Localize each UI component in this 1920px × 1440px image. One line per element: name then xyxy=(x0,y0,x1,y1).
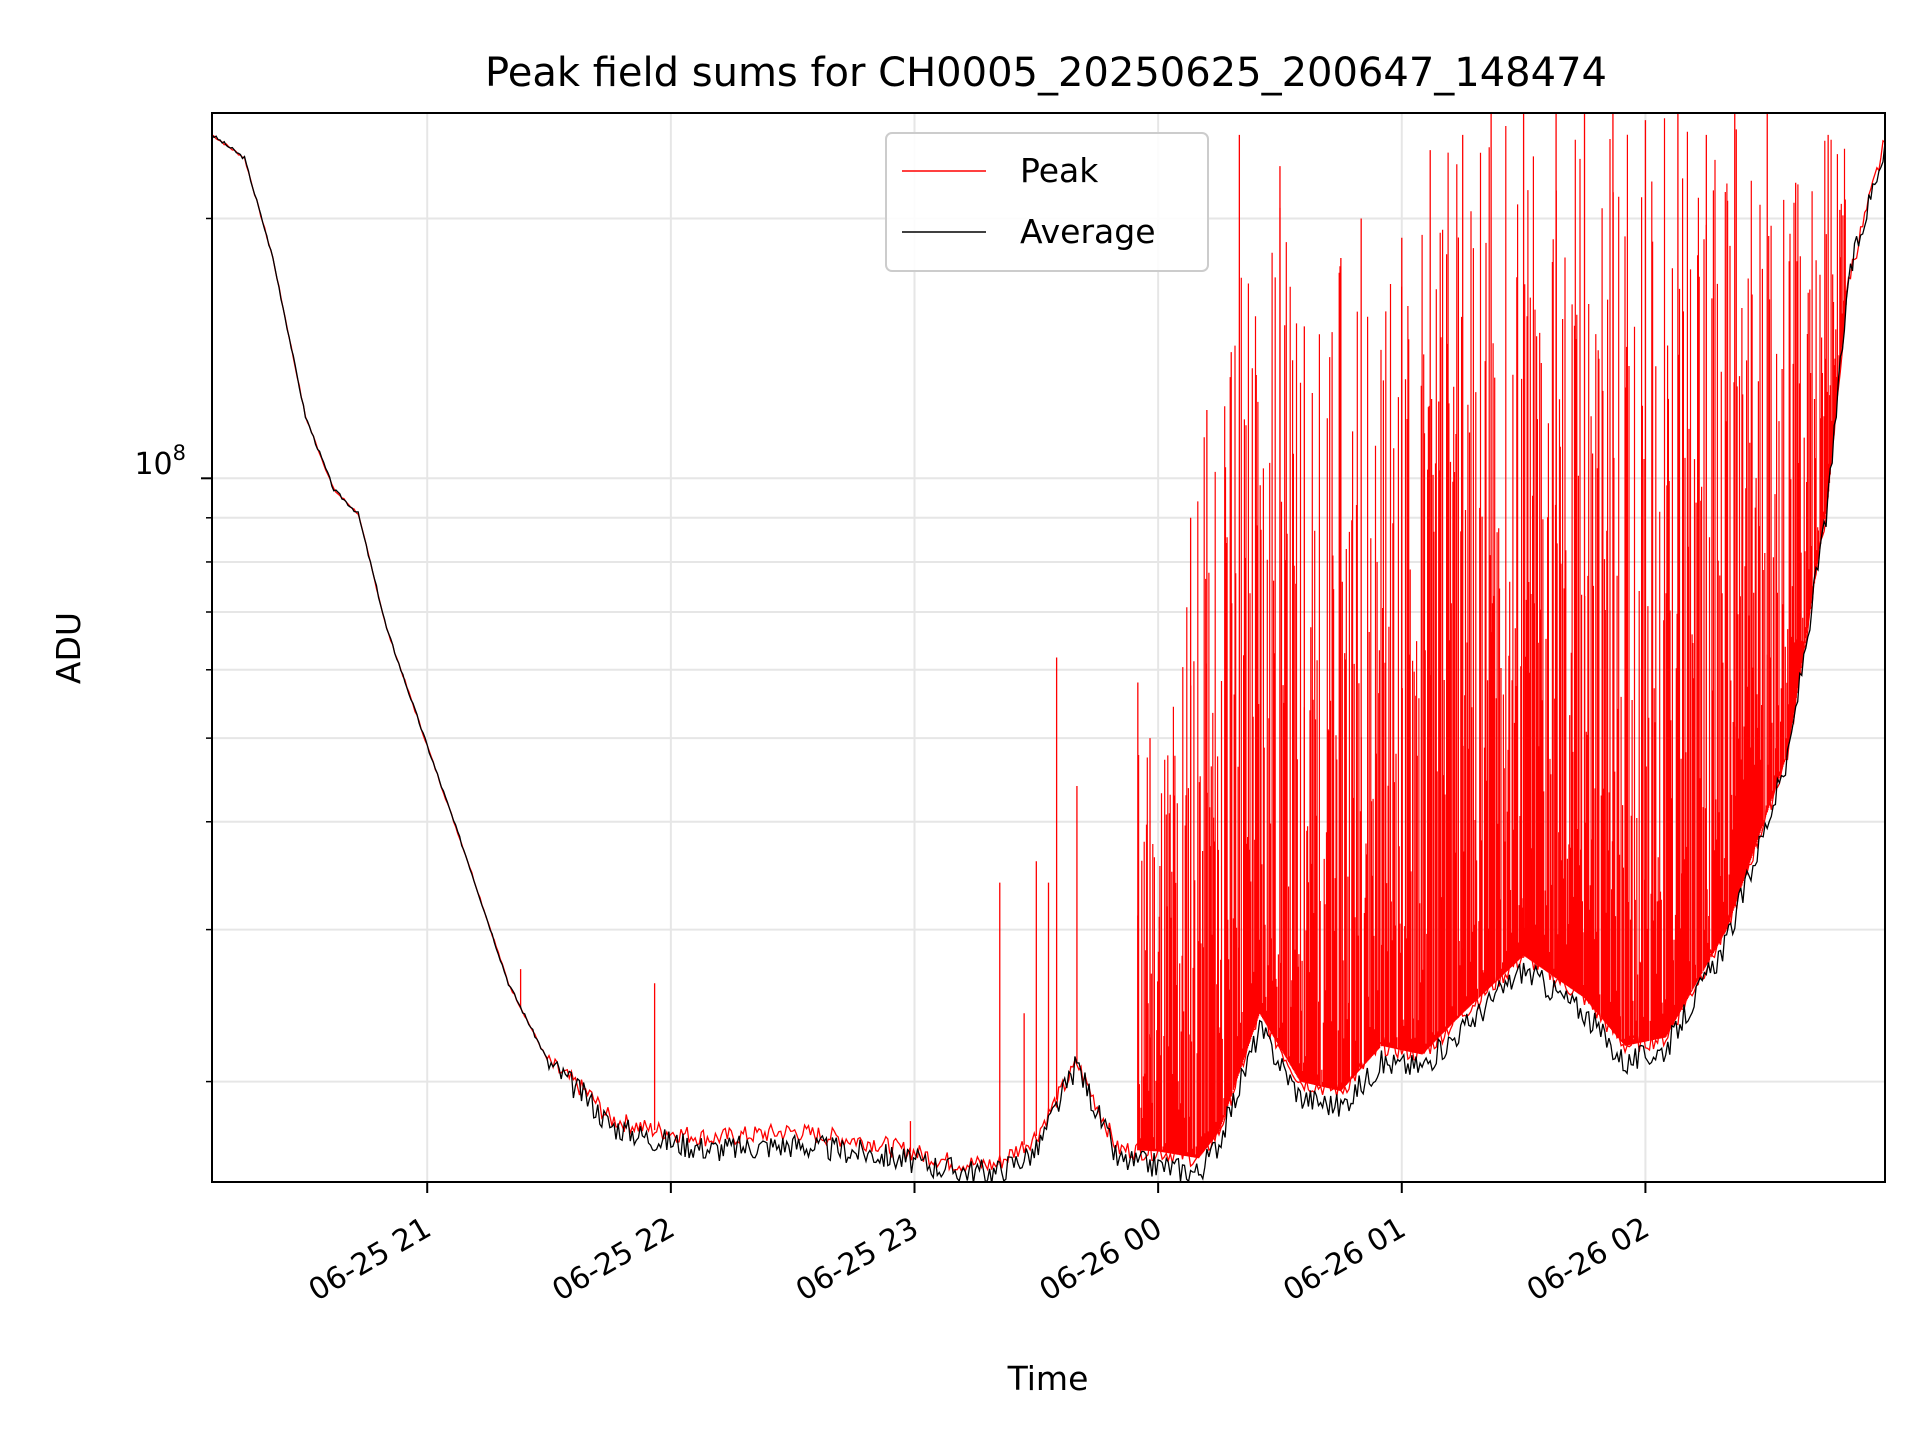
y-axis-label: ADU xyxy=(49,612,88,684)
x-axis-label: Time xyxy=(1007,1359,1089,1398)
legend-label-peak: Peak xyxy=(1020,151,1099,190)
chart-title: Peak field sums for CH0005_20250625_2006… xyxy=(485,50,1607,96)
series-line-average xyxy=(212,135,1885,1182)
legend-label-average: Average xyxy=(1020,212,1156,251)
y-tick-label-1e8: 108 xyxy=(134,441,186,482)
y-tick-base: 10 xyxy=(134,447,172,482)
peak-spike-forest xyxy=(1137,118,1849,1159)
series-layer xyxy=(212,113,1885,1182)
y-tick-exponent: 8 xyxy=(173,441,186,465)
plot-area xyxy=(212,113,1885,1182)
legend: Peak Average xyxy=(885,132,1209,272)
legend-box xyxy=(885,132,1209,272)
y-axis: 108 xyxy=(134,217,212,1083)
plot-frame xyxy=(211,112,1886,1183)
